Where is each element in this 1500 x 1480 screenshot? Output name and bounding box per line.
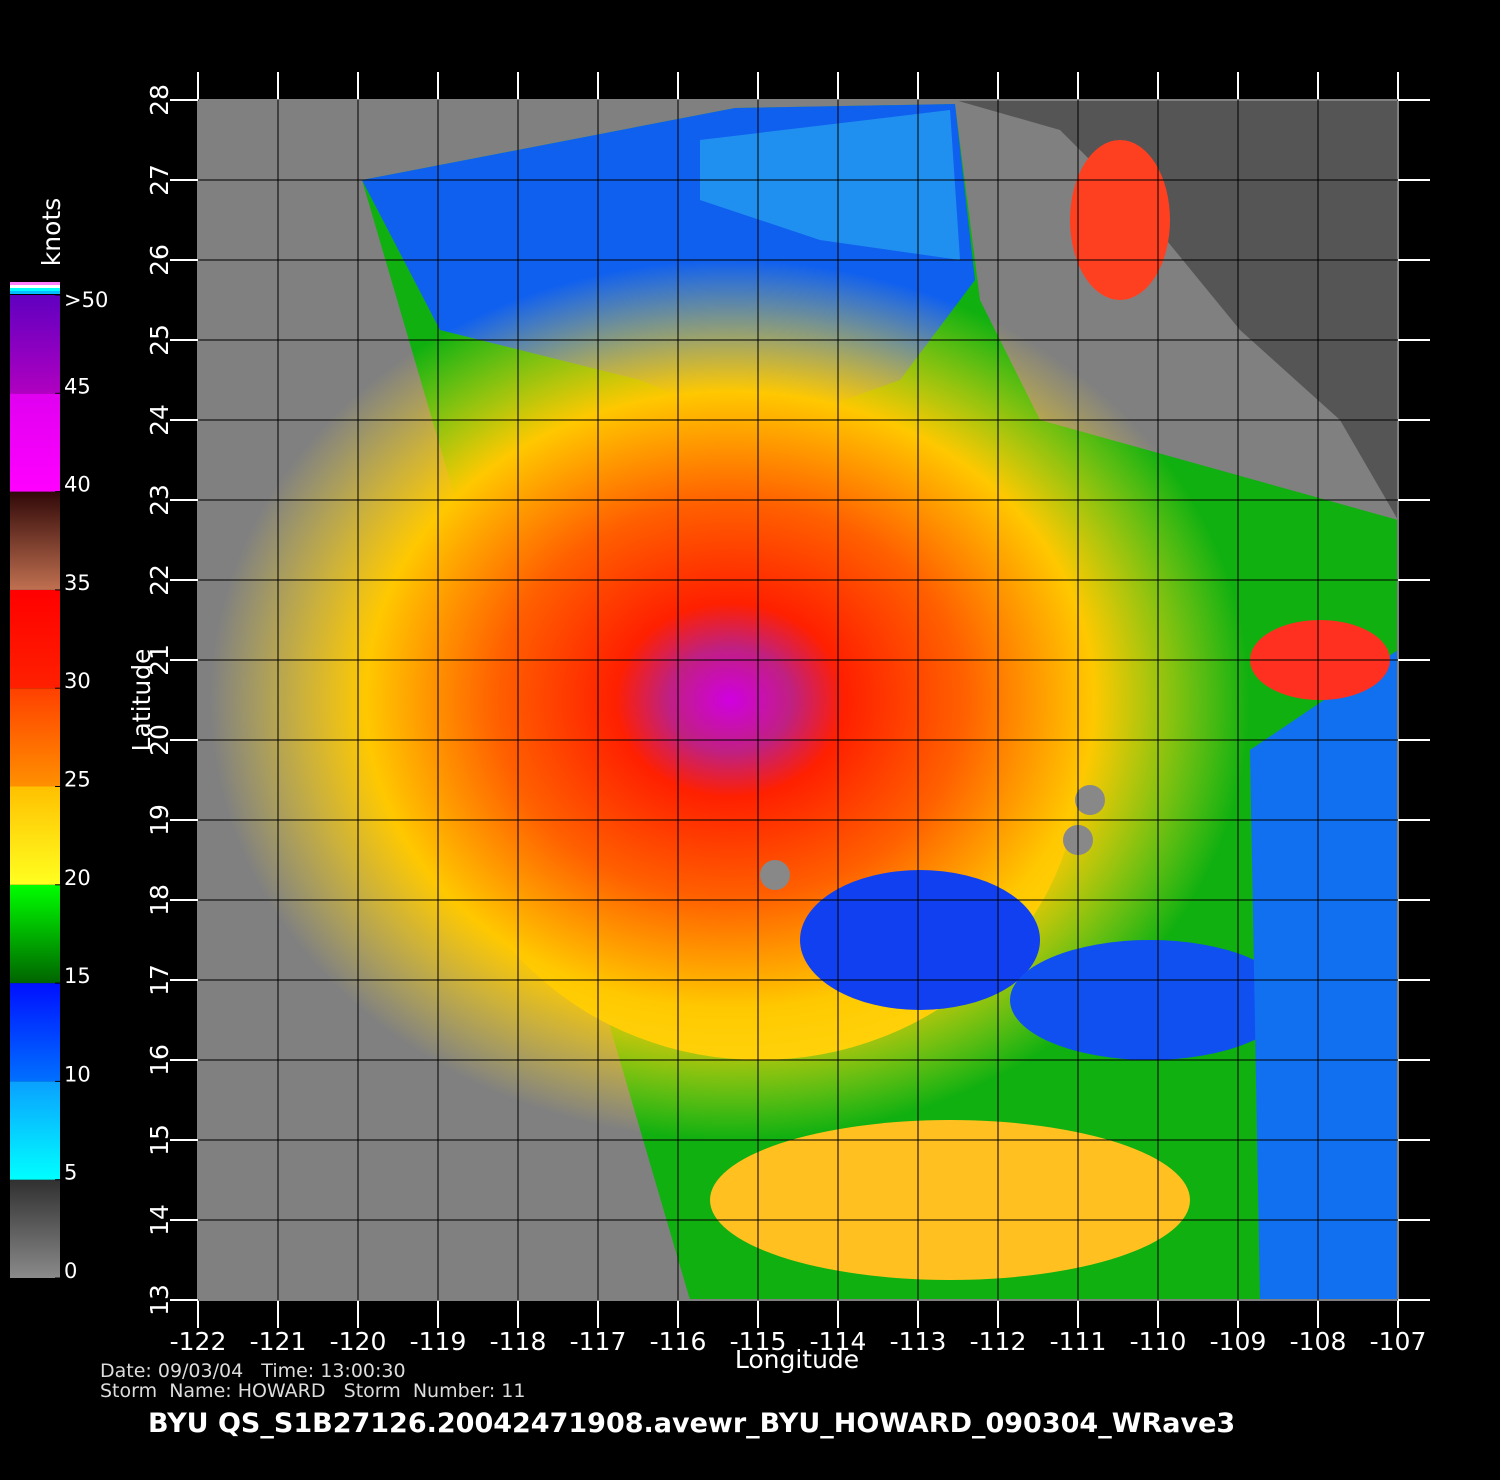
colorbar-label: 40 xyxy=(64,473,91,497)
colorbar-band xyxy=(10,884,60,984)
x-tick-label: -107 xyxy=(1370,1327,1427,1356)
x-tick-label: -113 xyxy=(890,1327,947,1356)
colorbar-band xyxy=(10,393,60,492)
colorbar-cap xyxy=(10,288,60,291)
y-tick-label: 26 xyxy=(145,244,174,276)
colorbar-label: 30 xyxy=(64,669,91,693)
y-tick-label: 22 xyxy=(145,564,174,596)
colorbar-band xyxy=(10,1179,60,1278)
colorbar-band xyxy=(10,688,60,787)
x-tick-label: -119 xyxy=(410,1327,467,1356)
y-tick-label: 16 xyxy=(145,1044,174,1076)
footer-storm: Storm Name: HOWARD Storm Number: 11 xyxy=(100,1380,525,1402)
y-tick-label: 15 xyxy=(145,1124,174,1156)
y-tick-label: 24 xyxy=(145,404,174,436)
x-tick-label: -122 xyxy=(170,1327,227,1356)
x-tick-label: -112 xyxy=(970,1327,1027,1356)
y-tick-label: 20 xyxy=(145,724,174,756)
colorbar-band xyxy=(10,295,60,394)
y-tick-label: 14 xyxy=(145,1204,174,1236)
colorbar-label: 35 xyxy=(64,571,91,595)
colorbar-label: >50 xyxy=(64,288,108,312)
colorbar-band xyxy=(10,491,60,590)
y-tick-label: 13 xyxy=(145,1284,174,1316)
colorbar-label: 0 xyxy=(64,1259,77,1283)
y-tick-label: 19 xyxy=(145,804,174,836)
x-tick-label: -109 xyxy=(1210,1327,1267,1356)
y-axis-label: Latitude xyxy=(127,649,156,752)
colorbar-band xyxy=(10,983,60,1082)
y-tick-label: 18 xyxy=(145,884,174,916)
y-tick-label: 28 xyxy=(145,84,174,116)
colorbar-cap xyxy=(10,291,60,294)
x-axis-label: Longitude xyxy=(735,1345,859,1374)
y-tick-label: 23 xyxy=(145,484,174,516)
colorbar-title: knots xyxy=(37,198,66,266)
map-imagery xyxy=(198,100,1398,1300)
colorbar-band xyxy=(10,786,60,885)
colorbar-label: 10 xyxy=(64,1062,91,1086)
colorbar-label: 20 xyxy=(64,866,91,890)
x-tick-label: -117 xyxy=(570,1327,627,1356)
colorbar-cap xyxy=(10,282,60,285)
x-tick-label: -116 xyxy=(650,1327,707,1356)
colorbar-label: 5 xyxy=(64,1161,77,1185)
colorbar-label: 25 xyxy=(64,768,91,792)
x-tick-label: -108 xyxy=(1290,1327,1347,1356)
x-tick-label: -118 xyxy=(490,1327,547,1356)
x-tick-label: -111 xyxy=(1050,1327,1107,1356)
footer-date: Date: 09/03/04 Time: 13:00:30 xyxy=(100,1360,406,1382)
x-tick-label: -114 xyxy=(810,1327,867,1356)
x-tick-label: -115 xyxy=(730,1327,787,1356)
x-tick-label: -121 xyxy=(250,1327,307,1356)
colorbar-cap xyxy=(10,285,60,288)
y-tick-label: 25 xyxy=(145,324,174,356)
colorbar-label: 45 xyxy=(64,374,91,398)
x-tick-label: -120 xyxy=(330,1327,387,1356)
y-tick-label: 17 xyxy=(145,964,174,996)
x-tick-label: -110 xyxy=(1130,1327,1187,1356)
y-tick-label: 27 xyxy=(145,164,174,196)
colorbar-band xyxy=(10,589,60,689)
footer-file: BYU QS_S1B27126.20042471908.avewr_BYU_HO… xyxy=(148,1408,1235,1439)
colorbar-band xyxy=(10,1081,60,1180)
colorbar-label: 15 xyxy=(64,964,91,988)
y-tick-label: 21 xyxy=(145,644,174,676)
